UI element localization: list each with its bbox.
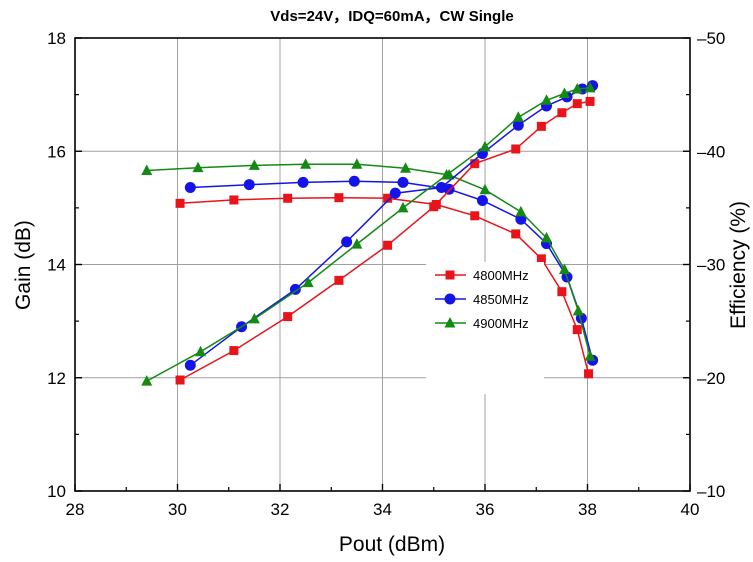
legend-marker bbox=[444, 317, 456, 328]
legend-label: 4850MHz bbox=[473, 292, 529, 307]
data-point bbox=[389, 187, 401, 199]
data-point bbox=[141, 375, 153, 386]
y2-tick-label: –40 bbox=[697, 142, 725, 161]
data-point bbox=[441, 169, 453, 180]
data-point bbox=[511, 144, 521, 154]
data-point bbox=[571, 82, 583, 94]
data-point bbox=[572, 99, 582, 109]
x-tick-label: 40 bbox=[681, 500, 700, 519]
legend: 4800MHz 4850MHz 4900MHz bbox=[426, 262, 544, 394]
data-point bbox=[572, 325, 582, 335]
y2-tick-label: –50 bbox=[697, 29, 725, 48]
series-layer bbox=[141, 80, 599, 386]
y2-tick-label: –10 bbox=[697, 482, 725, 501]
data-point bbox=[541, 94, 552, 105]
data-point bbox=[300, 158, 312, 169]
x-tick-label: 38 bbox=[578, 500, 597, 519]
data-point bbox=[297, 176, 309, 188]
data-point bbox=[383, 193, 393, 203]
series-line bbox=[180, 196, 590, 374]
y2-tick-label: –20 bbox=[697, 369, 725, 388]
x-axis-title: Pout (dBm) bbox=[339, 533, 445, 556]
data-point bbox=[515, 213, 527, 225]
data-point bbox=[558, 263, 570, 275]
data-point bbox=[229, 346, 239, 356]
x-tick-label: 30 bbox=[168, 500, 187, 519]
data-point bbox=[584, 350, 596, 361]
data-point bbox=[397, 201, 409, 213]
data-point bbox=[572, 304, 584, 316]
data-point bbox=[229, 195, 239, 205]
data-point bbox=[334, 193, 344, 203]
data-point bbox=[470, 211, 480, 221]
legend-marker bbox=[444, 293, 456, 305]
y-axis-title: Gain (dB) bbox=[12, 220, 35, 310]
data-point bbox=[476, 195, 488, 207]
y-tick-label: 12 bbox=[47, 369, 66, 388]
data-point bbox=[195, 345, 207, 357]
series-efficiency-4800mhz bbox=[175, 96, 595, 385]
data-point bbox=[283, 193, 293, 203]
data-point bbox=[479, 140, 491, 152]
data-point bbox=[248, 312, 260, 324]
y-tick-label: 14 bbox=[47, 256, 66, 275]
data-point bbox=[557, 108, 567, 118]
data-point bbox=[184, 181, 196, 193]
y-tick-label: 10 bbox=[47, 482, 66, 501]
y2-tick-label: –30 bbox=[697, 256, 725, 275]
legend-label: 4800MHz bbox=[473, 268, 529, 283]
data-point bbox=[585, 96, 595, 106]
legend-marker bbox=[445, 270, 455, 280]
data-point bbox=[511, 229, 521, 239]
x-tick-label: 32 bbox=[271, 500, 290, 519]
data-point bbox=[541, 231, 552, 243]
chart-title: Vds=24V，IDQ=60mA，CW Single bbox=[270, 8, 513, 25]
data-point bbox=[575, 312, 587, 324]
data-point bbox=[400, 162, 412, 173]
data-point bbox=[479, 183, 491, 195]
data-point bbox=[184, 359, 196, 371]
data-point bbox=[557, 287, 567, 297]
data-point bbox=[429, 202, 439, 212]
data-point bbox=[383, 240, 393, 250]
data-point bbox=[558, 87, 570, 98]
data-point bbox=[536, 254, 546, 264]
data-point bbox=[141, 164, 153, 176]
data-point bbox=[470, 159, 480, 169]
data-point bbox=[175, 375, 185, 385]
data-point bbox=[283, 312, 293, 322]
data-point bbox=[512, 119, 524, 131]
data-point bbox=[515, 205, 527, 217]
x-tick-label: 36 bbox=[476, 500, 495, 519]
data-point bbox=[192, 161, 204, 173]
data-point bbox=[584, 81, 596, 93]
x-tick-label: 34 bbox=[373, 500, 392, 519]
legend-label: 4900MHz bbox=[473, 316, 529, 331]
data-point bbox=[351, 238, 363, 249]
data-point bbox=[175, 198, 185, 208]
data-point bbox=[243, 179, 255, 191]
x-tick-label: 28 bbox=[66, 500, 85, 519]
y-tick-label: 16 bbox=[47, 142, 66, 161]
axis-ticks: 28 30 32 34 36 38 40 10 12 14 16 18 –10 –20 –30 –40 –50 bbox=[47, 29, 725, 519]
legend-background bbox=[426, 262, 544, 394]
data-point bbox=[289, 283, 301, 295]
data-point bbox=[536, 121, 546, 131]
series-efficiency-4900mhz bbox=[141, 81, 596, 386]
data-point bbox=[334, 275, 344, 285]
y-tick-label: 18 bbox=[47, 29, 66, 48]
data-point bbox=[512, 111, 524, 122]
data-point bbox=[348, 175, 360, 187]
data-point bbox=[584, 369, 594, 379]
data-point bbox=[302, 276, 314, 288]
y2-axis-title: Efficiency (%) bbox=[727, 201, 750, 329]
series-gain-4800mhz bbox=[175, 193, 594, 379]
data-point bbox=[341, 236, 353, 248]
data-point bbox=[397, 176, 409, 188]
data-point bbox=[248, 159, 260, 170]
data-point bbox=[435, 181, 447, 193]
data-point bbox=[351, 158, 363, 169]
